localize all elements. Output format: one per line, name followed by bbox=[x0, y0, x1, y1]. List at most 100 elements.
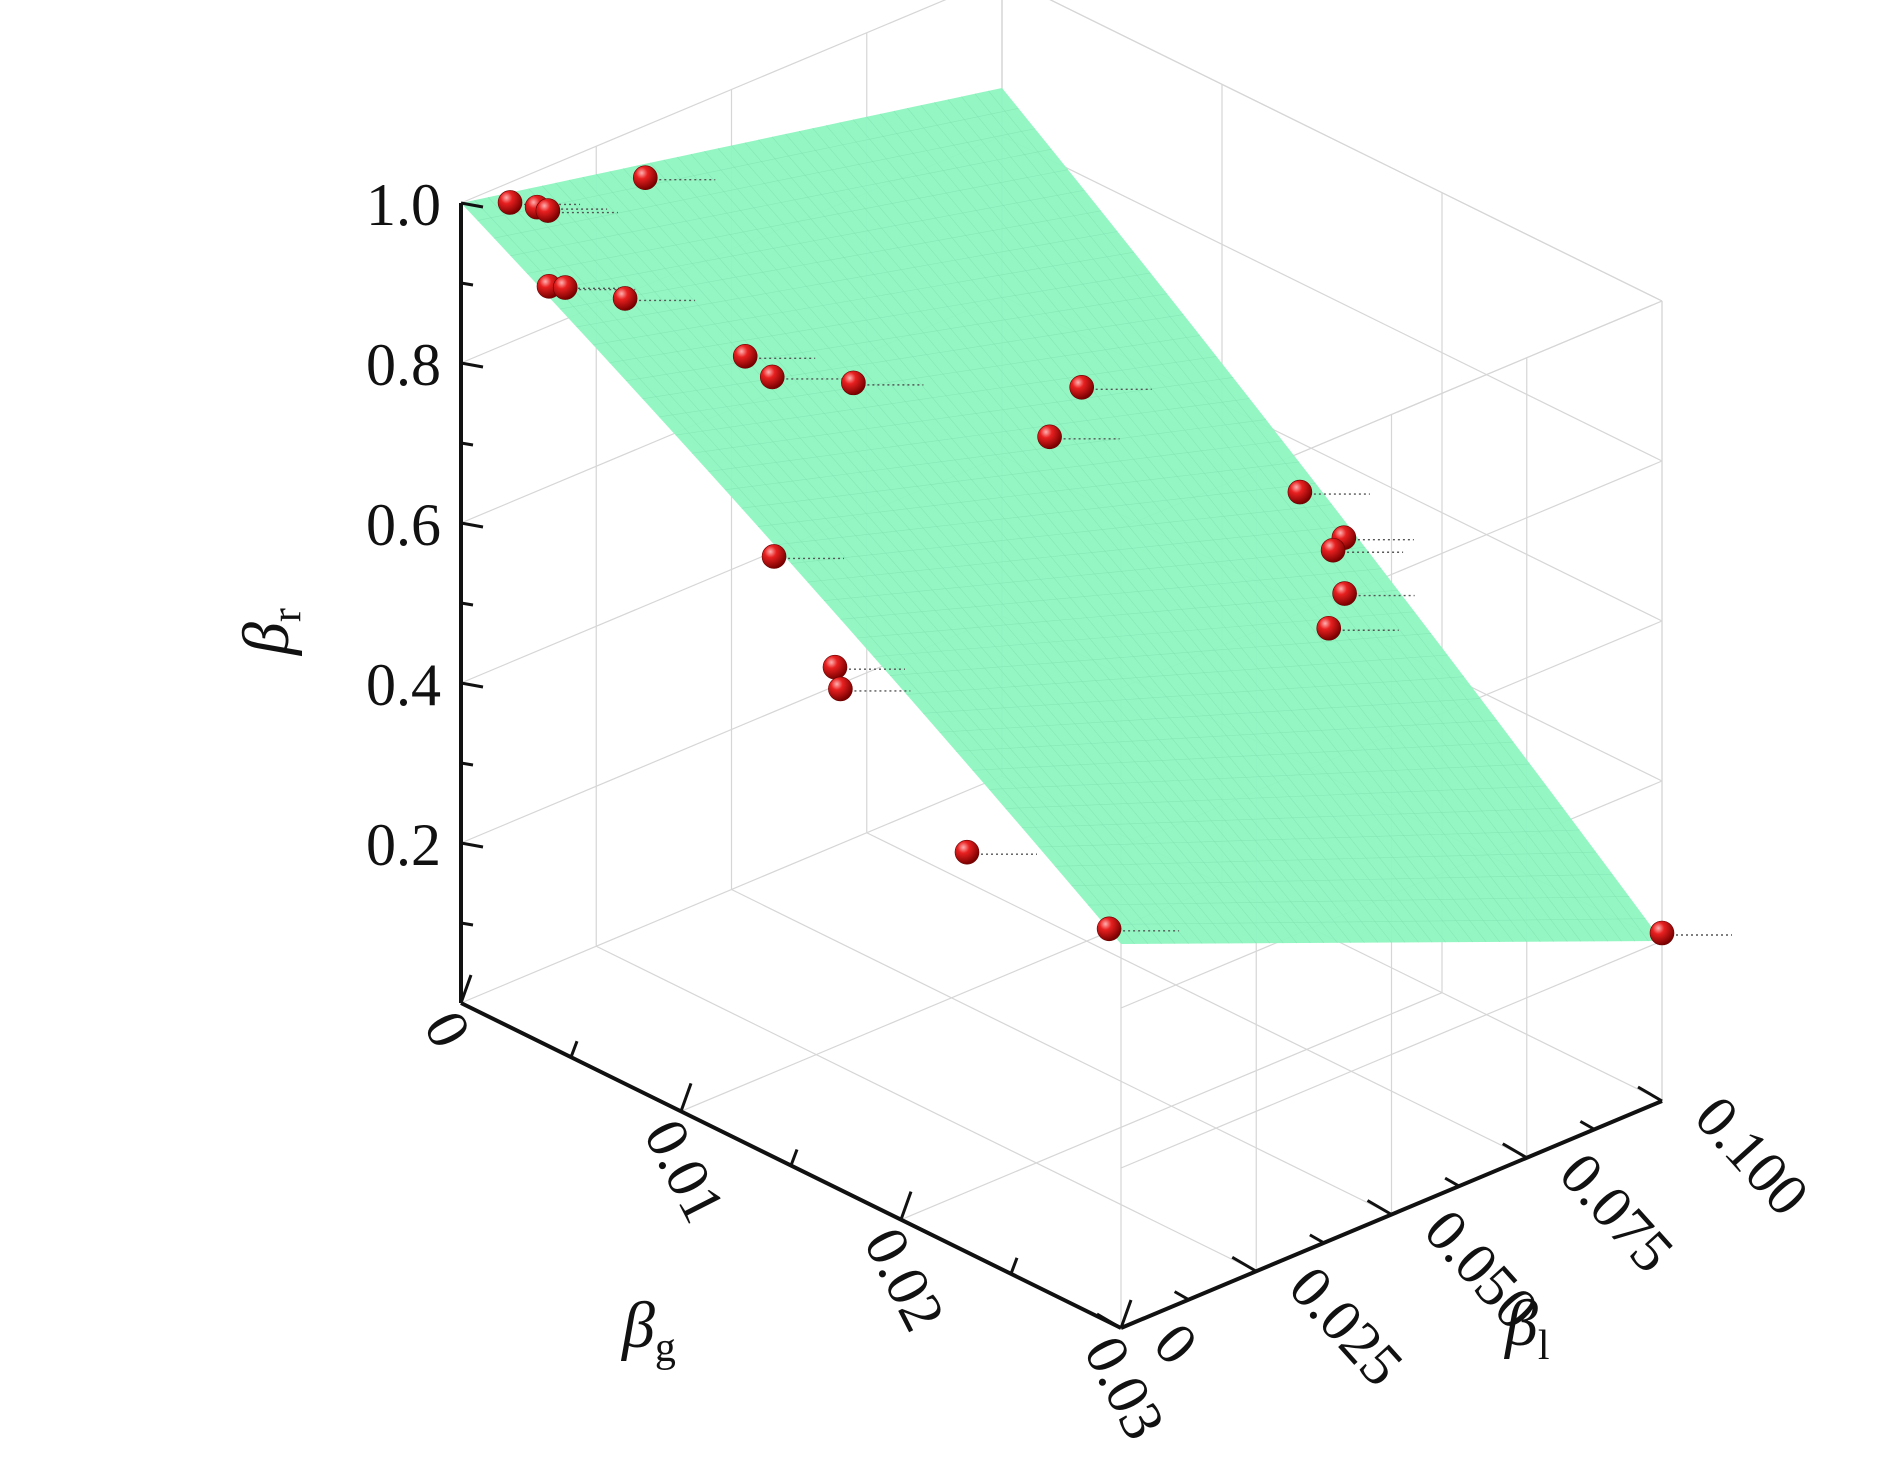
surface-mesh-line bbox=[582, 176, 1243, 944]
y-tick-label: 0.025 bbox=[1277, 1254, 1416, 1398]
data-point bbox=[1096, 916, 1122, 942]
data-point bbox=[497, 190, 523, 215]
x-tick bbox=[899, 1191, 913, 1221]
points-layer bbox=[497, 165, 1732, 946]
data-point bbox=[632, 165, 658, 191]
surface-mesh-line bbox=[839, 122, 1500, 943]
z-tick-label: 0.6 bbox=[366, 492, 441, 558]
surface-mesh-line bbox=[798, 130, 1460, 943]
data-point bbox=[841, 370, 866, 396]
z-tick bbox=[460, 681, 484, 689]
y-tick bbox=[1096, 1312, 1122, 1330]
data-point bbox=[1287, 479, 1313, 505]
surface-mesh-line bbox=[825, 125, 1487, 943]
surface-mesh-line bbox=[893, 110, 1555, 942]
grid-line bbox=[595, 945, 1257, 1272]
surface-mesh-line bbox=[974, 93, 1636, 942]
surface-mesh-line bbox=[934, 102, 1595, 942]
surface-mesh-line bbox=[988, 90, 1649, 942]
surface-mesh-line bbox=[717, 148, 1379, 943]
data-point bbox=[612, 286, 638, 311]
data-point bbox=[822, 654, 848, 680]
surface-mesh-line bbox=[744, 142, 1406, 943]
axes-layer bbox=[459, 201, 1663, 1330]
z-minor-tick bbox=[460, 761, 474, 767]
y-tick bbox=[1231, 1255, 1258, 1273]
y-tick-label: 0.100 bbox=[1682, 1084, 1821, 1228]
data-point bbox=[1649, 920, 1675, 946]
z-tick bbox=[460, 841, 484, 849]
x-tick bbox=[569, 1040, 579, 1058]
surface-mesh-line bbox=[866, 116, 1527, 942]
data-point bbox=[1316, 615, 1342, 641]
surface-mesh-line bbox=[731, 145, 1392, 943]
data-point bbox=[1069, 374, 1094, 400]
surface-mesh-line bbox=[487, 197, 1149, 945]
surface-mesh-line bbox=[541, 185, 1203, 944]
surface-mesh-line bbox=[704, 151, 1365, 943]
x-tick-label: 0 bbox=[411, 1001, 483, 1058]
x-tick bbox=[459, 974, 473, 1004]
z-tick-label: 0.2 bbox=[366, 812, 441, 878]
x-tick-label: 0.01 bbox=[631, 1109, 737, 1233]
x-tick bbox=[789, 1148, 799, 1167]
data-point bbox=[759, 364, 785, 390]
z-axis-title: βr bbox=[230, 608, 310, 657]
surface-mesh-line bbox=[623, 168, 1284, 944]
z-tick-label: 0.8 bbox=[366, 332, 441, 398]
surface-mesh-line bbox=[568, 179, 1230, 944]
data-point bbox=[1320, 537, 1346, 563]
surface-mesh-line bbox=[663, 159, 1325, 944]
x-tick bbox=[1119, 1299, 1133, 1329]
grid-line bbox=[1049, 0, 1663, 302]
surface-mesh-line bbox=[514, 191, 1176, 944]
z-minor-tick bbox=[460, 601, 474, 607]
surface-mesh-line bbox=[609, 171, 1271, 944]
data-point bbox=[828, 676, 853, 702]
surface-mesh-line bbox=[677, 156, 1338, 943]
z-minor-tick bbox=[460, 281, 474, 287]
z-tick-label: 0.4 bbox=[366, 652, 441, 718]
z-tick bbox=[460, 521, 484, 529]
y-tick bbox=[1173, 1290, 1190, 1301]
surface-mesh-line bbox=[961, 96, 1622, 942]
y-tick bbox=[1579, 1120, 1596, 1131]
z-minor-tick bbox=[460, 441, 474, 447]
surface-mesh-line bbox=[785, 133, 1446, 943]
grid-line bbox=[1001, 135, 1663, 462]
data-point bbox=[1332, 581, 1357, 606]
data-point bbox=[535, 198, 561, 223]
surface-mesh-line bbox=[501, 194, 1162, 944]
surface-mesh-line bbox=[528, 188, 1189, 944]
y-tick bbox=[1501, 1142, 1528, 1160]
grid-line bbox=[731, 888, 1392, 1216]
surface-mesh-line bbox=[920, 105, 1582, 942]
surface-mesh-line bbox=[596, 174, 1257, 944]
surface-mesh-line bbox=[880, 113, 1541, 942]
data-point bbox=[732, 343, 758, 369]
y-tick bbox=[1637, 1085, 1663, 1103]
surface-mesh-line bbox=[947, 99, 1609, 942]
z-tick bbox=[460, 361, 484, 369]
y-tick-label: 0.075 bbox=[1547, 1140, 1686, 1284]
x-axis-title: βg bbox=[620, 1289, 676, 1371]
data-point bbox=[552, 275, 578, 300]
grid-line bbox=[866, 832, 1528, 1159]
surface-layer bbox=[461, 88, 1662, 945]
surface-mesh-line bbox=[852, 119, 1514, 943]
data-point bbox=[761, 544, 787, 569]
surface-mesh-line bbox=[812, 128, 1473, 943]
surface-mesh-line bbox=[650, 162, 1311, 944]
x-tick-label: 0.02 bbox=[851, 1218, 957, 1342]
y-tick bbox=[1309, 1233, 1325, 1245]
surface-mesh-line bbox=[771, 136, 1433, 943]
surface-mesh-line bbox=[690, 153, 1352, 943]
z-tick bbox=[460, 201, 484, 209]
y-tick bbox=[1444, 1176, 1460, 1188]
x-tick bbox=[1009, 1257, 1019, 1275]
x-tick bbox=[679, 1082, 693, 1112]
y-tick bbox=[1366, 1199, 1393, 1216]
data-point bbox=[954, 839, 980, 865]
